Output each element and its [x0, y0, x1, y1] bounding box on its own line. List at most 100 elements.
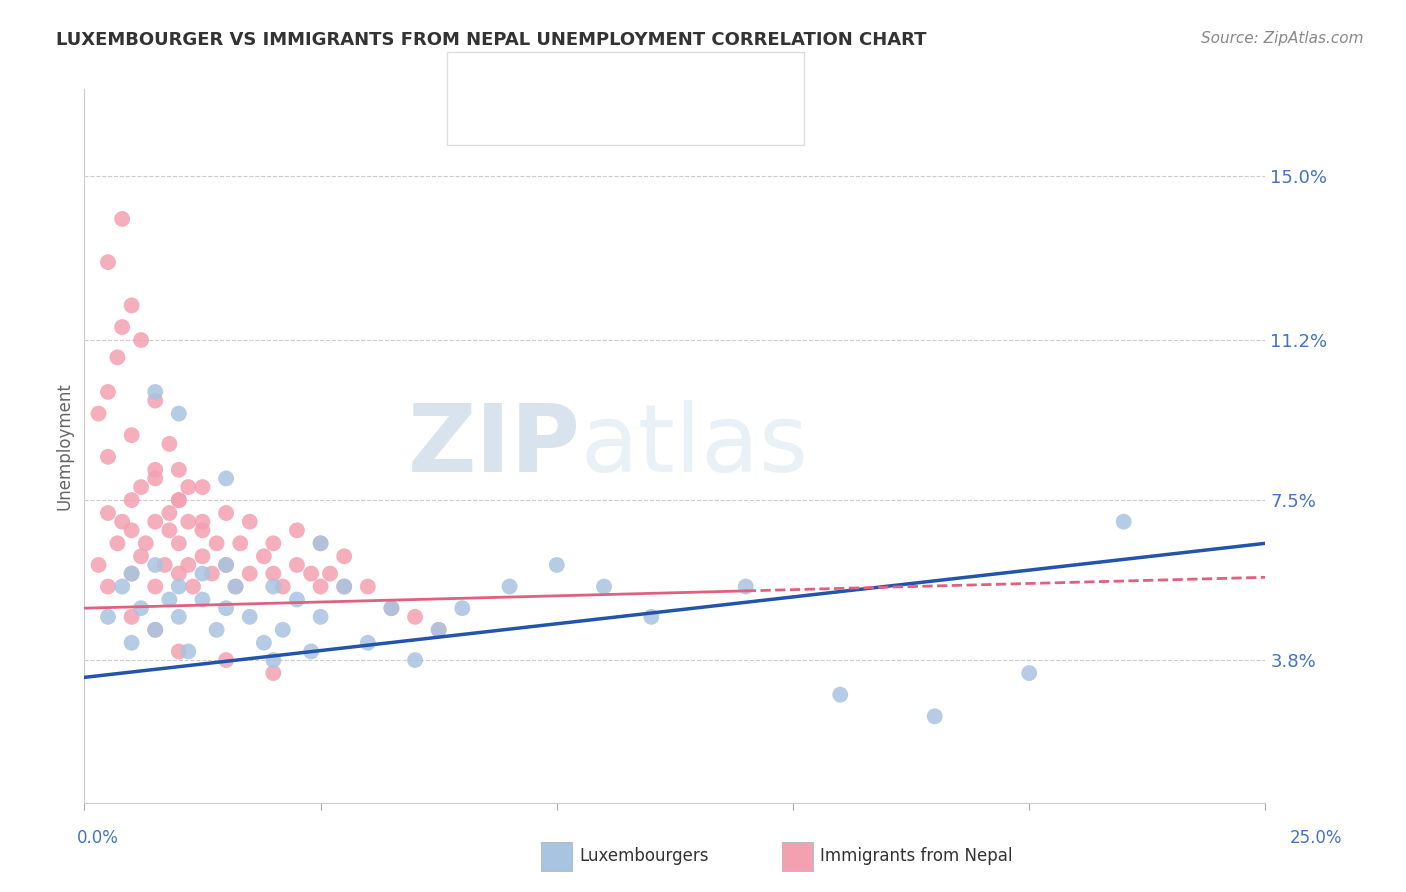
Point	[215, 653, 238, 667]
Point	[121, 636, 143, 650]
Point	[97, 255, 120, 269]
Point	[191, 515, 214, 529]
Point	[167, 493, 190, 508]
Y-axis label: Unemployment: Unemployment	[55, 382, 73, 510]
Point	[239, 515, 262, 529]
Point	[191, 480, 214, 494]
Point	[380, 601, 402, 615]
Point	[143, 515, 166, 529]
Point	[225, 580, 247, 594]
Point	[97, 384, 120, 399]
Point	[121, 566, 143, 581]
Point	[177, 480, 200, 494]
Point	[1112, 515, 1135, 529]
Point	[87, 407, 110, 421]
Point	[299, 566, 322, 581]
Point	[167, 407, 190, 421]
Point	[262, 536, 284, 550]
Point	[546, 558, 568, 572]
Point	[177, 558, 200, 572]
Point	[215, 558, 238, 572]
Point	[121, 524, 143, 538]
Point	[191, 592, 214, 607]
Point	[143, 384, 166, 399]
Point	[593, 580, 616, 594]
Point	[135, 536, 157, 550]
Point	[253, 549, 276, 564]
Point	[143, 558, 166, 572]
Point	[205, 536, 228, 550]
Point	[129, 333, 152, 347]
Point	[285, 524, 308, 538]
Point	[215, 558, 238, 572]
Point	[1018, 666, 1040, 681]
Point	[319, 566, 342, 581]
Point	[97, 506, 120, 520]
Point	[157, 592, 180, 607]
Point	[262, 666, 284, 681]
Point	[153, 558, 176, 572]
Point	[239, 610, 262, 624]
Point	[309, 580, 332, 594]
Point	[167, 644, 190, 658]
Point	[111, 320, 134, 334]
Point	[357, 636, 380, 650]
Point	[107, 351, 129, 365]
Point	[271, 623, 294, 637]
Point	[215, 471, 238, 485]
Point	[167, 580, 190, 594]
Point	[640, 610, 662, 624]
Point	[121, 493, 143, 508]
Point	[121, 428, 143, 442]
Point	[262, 653, 284, 667]
Point	[404, 653, 426, 667]
Point	[215, 601, 238, 615]
Point	[97, 450, 120, 464]
Point	[143, 463, 166, 477]
Text: 25.0%: 25.0%	[1291, 829, 1343, 847]
Point	[333, 580, 356, 594]
Point	[404, 610, 426, 624]
Point	[734, 580, 756, 594]
Point	[129, 480, 152, 494]
Point	[427, 623, 450, 637]
Point	[309, 536, 332, 550]
Point	[215, 506, 238, 520]
Point	[271, 580, 294, 594]
Point	[229, 536, 252, 550]
Point	[143, 623, 166, 637]
Point	[167, 493, 190, 508]
Text: atlas: atlas	[581, 400, 808, 492]
Point	[225, 580, 247, 594]
Text: R = 0.242    N = 44: R = 0.242 N = 44	[509, 68, 700, 86]
Point	[167, 536, 190, 550]
Point	[129, 601, 152, 615]
Point	[177, 644, 200, 658]
Point	[333, 580, 356, 594]
Point	[143, 393, 166, 408]
Point	[121, 610, 143, 624]
Point	[239, 566, 262, 581]
Text: Immigrants from Nepal: Immigrants from Nepal	[820, 847, 1012, 865]
Point	[201, 566, 224, 581]
Point	[451, 601, 474, 615]
Point	[427, 623, 450, 637]
Text: 0.0%: 0.0%	[77, 829, 120, 847]
Point	[357, 580, 380, 594]
Text: LUXEMBOURGER VS IMMIGRANTS FROM NEPAL UNEMPLOYMENT CORRELATION CHART: LUXEMBOURGER VS IMMIGRANTS FROM NEPAL UN…	[56, 31, 927, 49]
Point	[107, 536, 129, 550]
Point	[87, 558, 110, 572]
Point	[177, 515, 200, 529]
Text: R = 0.034    N = 72: R = 0.034 N = 72	[509, 107, 700, 125]
Point	[309, 536, 332, 550]
Point	[830, 688, 852, 702]
Point	[121, 298, 143, 312]
Point	[111, 580, 134, 594]
Point	[205, 623, 228, 637]
Point	[143, 623, 166, 637]
Text: Luxembourgers: Luxembourgers	[579, 847, 709, 865]
Point	[97, 610, 120, 624]
Point	[498, 580, 520, 594]
Text: Source: ZipAtlas.com: Source: ZipAtlas.com	[1201, 31, 1364, 46]
Point	[333, 549, 356, 564]
